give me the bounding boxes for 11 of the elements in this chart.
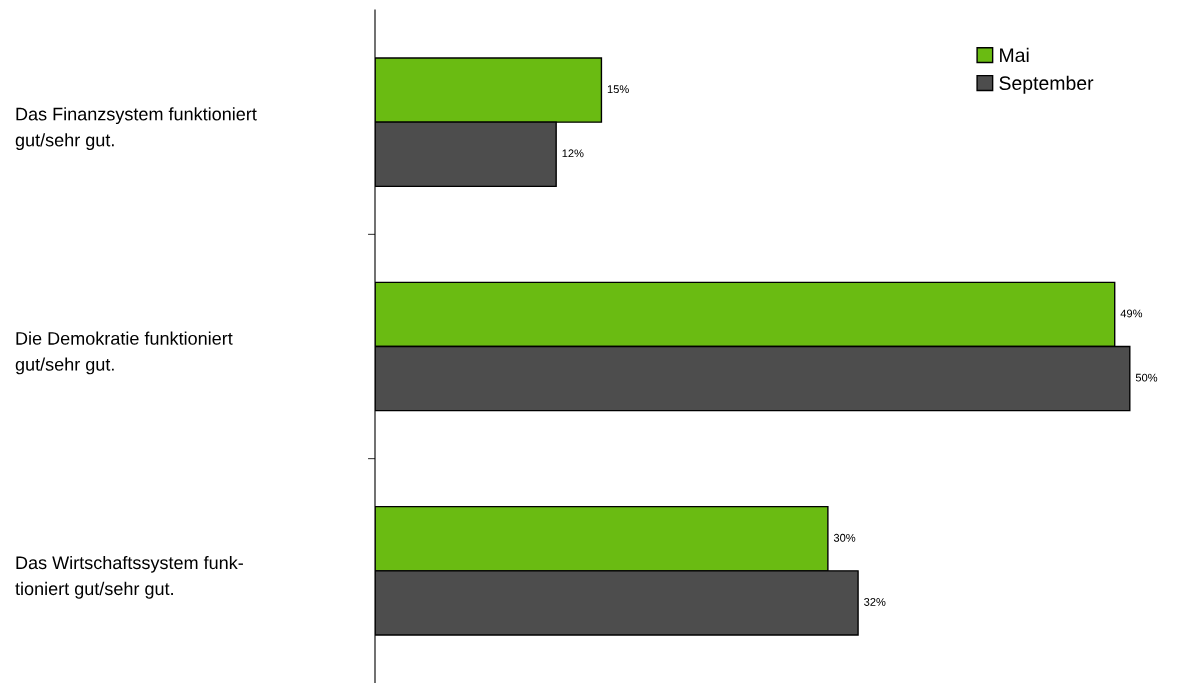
data-label: 32% — [864, 598, 886, 606]
data-label: 30% — [833, 533, 856, 542]
data-label: 15% — [607, 85, 629, 94]
y-tick-label: Das Wirtschaftssystem funk- tioniert gut/sehr gut. — [15, 555, 243, 599]
data-label: 49% — [1120, 309, 1143, 318]
data-label: 12% — [562, 149, 584, 158]
data-label: 50% — [1135, 373, 1158, 382]
legend-label: Mai — [1000, 47, 1029, 63]
y-tick-label: Das Finanzsystem funktioniert gut/sehr gut. — [15, 107, 257, 151]
legend-label: September — [999, 75, 1094, 94]
y-tick-label: Die Demokratie funktioniert gut/sehr gut. — [15, 331, 233, 375]
